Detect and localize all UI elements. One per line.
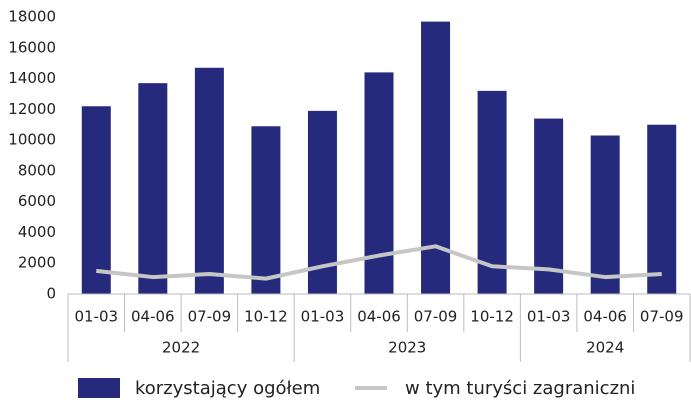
x-tick-label: 01-03 <box>527 308 571 326</box>
bar <box>194 67 224 295</box>
x-tick-label: 10-12 <box>470 308 514 326</box>
x-tick-label: 04-06 <box>583 308 627 326</box>
group-label: 2022 <box>162 339 200 357</box>
y-tick-label: 14000 <box>8 69 56 87</box>
x-tick-label: 07-09 <box>188 308 232 326</box>
y-tick-label: 16000 <box>8 38 56 56</box>
bar <box>81 106 111 294</box>
y-tick-label: 6000 <box>18 192 56 210</box>
bar <box>364 72 394 295</box>
bar <box>477 90 507 294</box>
y-tick-label: 18000 <box>8 8 56 26</box>
bar <box>590 135 620 294</box>
y-tick-label: 2000 <box>18 254 56 272</box>
legend-label: w tym turyści zagraniczni <box>405 378 635 399</box>
y-tick-label: 12000 <box>8 100 56 118</box>
x-tick-label: 10-12 <box>244 308 288 326</box>
bar <box>138 83 168 294</box>
legend-label: korzystający ogółem <box>135 378 320 399</box>
group-label: 2024 <box>586 339 624 357</box>
y-tick-label: 8000 <box>18 161 56 179</box>
y-tick-label: 0 <box>46 285 56 303</box>
x-tick-label: 04-06 <box>357 308 401 326</box>
x-tick-label: 07-09 <box>640 308 684 326</box>
group-label: 2023 <box>388 339 426 357</box>
y-tick-label: 10000 <box>8 131 56 149</box>
x-tick-label: 01-03 <box>301 308 345 326</box>
x-tick-label: 07-09 <box>414 308 458 326</box>
bar <box>534 118 564 294</box>
bar <box>647 124 677 294</box>
bar <box>421 21 451 294</box>
y-tick-label: 4000 <box>18 223 56 241</box>
x-tick-label: 01-03 <box>74 308 118 326</box>
legend-swatch <box>78 378 120 398</box>
line <box>96 244 662 281</box>
x-tick-label: 04-06 <box>131 308 175 326</box>
bar <box>251 126 281 294</box>
